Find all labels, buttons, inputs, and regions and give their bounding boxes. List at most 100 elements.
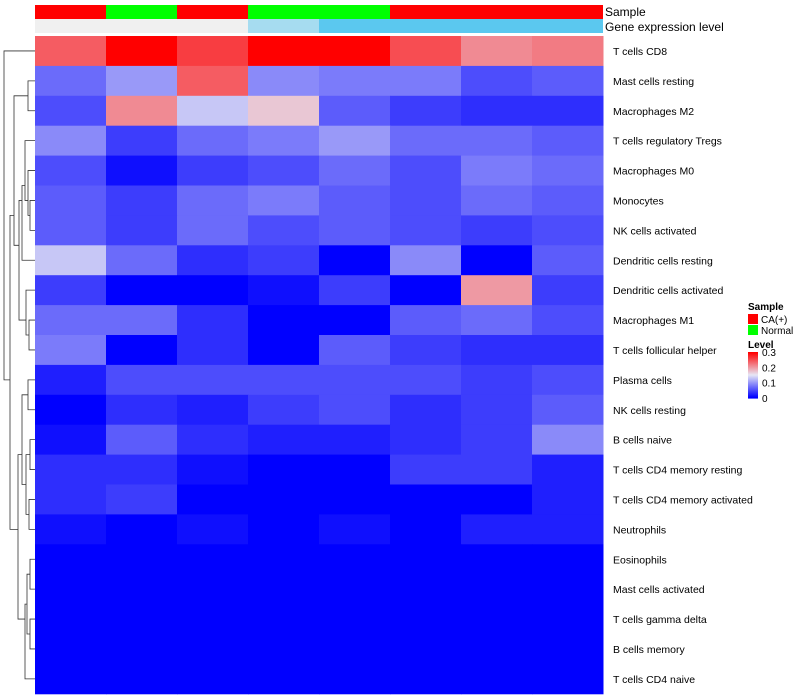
level-colorbar-segment: [748, 377, 758, 379]
heatmap-cell: [319, 65, 391, 97]
heatmap-cell: [390, 663, 462, 695]
level-colorbar-segment: [748, 397, 758, 399]
heatmap-cell: [532, 335, 604, 366]
level-colorbar-segment: [748, 357, 758, 359]
heatmap-cell: [35, 36, 107, 67]
heatmap-cell: [461, 364, 533, 396]
heatmap-cell: [532, 364, 604, 396]
gene-expression-annotation-cell: [35, 19, 106, 33]
level-colorbar-segment: [748, 375, 758, 377]
column-annotation-bars: [35, 5, 603, 33]
heatmap-cell: [35, 155, 107, 186]
heatmap-cell: [390, 215, 462, 246]
heatmap-cell: [35, 215, 107, 246]
heatmap-cell: [248, 245, 320, 276]
heatmap-cell: [390, 305, 462, 336]
heatmap-cell: [248, 574, 320, 605]
heatmap-cell: [390, 544, 462, 575]
heatmap-cell: [532, 634, 604, 665]
dendrogram-branch: [13, 95, 28, 246]
level-colorbar-segment: [748, 391, 758, 393]
heatmap-cell: [461, 305, 533, 336]
heatmap-cell: [461, 424, 533, 456]
level-colorbar-segment: [748, 386, 758, 388]
level-tick-label: 0.2: [762, 363, 776, 374]
heatmap-cell: [461, 394, 533, 426]
level-colorbar-segment: [748, 358, 758, 360]
heatmap-cell: [106, 275, 178, 306]
level-colorbar-segment: [748, 385, 758, 387]
level-colorbar-segment: [748, 362, 758, 364]
heatmap-cell: [248, 364, 320, 396]
heatmap-cell: [248, 604, 320, 635]
row-label: Neutrophils: [613, 524, 666, 536]
heatmap-cell: [461, 663, 533, 695]
heatmap-cell: [532, 245, 604, 276]
heatmap-cell: [35, 424, 107, 456]
row-label: NK cells resting: [613, 405, 686, 417]
gene-expression-annotation-cell: [177, 19, 248, 33]
heatmap-cell: [461, 185, 533, 216]
sample-legend-label: CA(+): [761, 315, 787, 326]
heatmap-cell: [319, 634, 391, 665]
heatmap-cell: [390, 634, 462, 665]
level-colorbar-segment: [748, 373, 758, 375]
heatmap-cell: [461, 215, 533, 246]
heatmap-cell: [106, 125, 178, 157]
heatmap-cell: [35, 544, 107, 575]
heatmap-cell: [177, 65, 249, 97]
heatmap-cell: [177, 335, 249, 366]
level-colorbar-segment: [748, 364, 758, 366]
heatmap-cell: [177, 245, 249, 276]
heatmap-cell: [390, 574, 462, 605]
heatmap-cell: [532, 125, 604, 157]
sample-annotation-cell: [177, 5, 248, 19]
sample-annotation-cell: [461, 5, 532, 19]
heatmap-cell: [319, 514, 391, 545]
heatmap-cell: [35, 335, 107, 366]
level-colorbar-segment: [748, 352, 758, 354]
heatmap-cell: [461, 155, 533, 186]
heatmap-cell: [319, 36, 391, 67]
row-label: T cells CD4 memory resting: [613, 465, 742, 477]
heatmap-cell: [390, 36, 462, 67]
row-label: Dendritic cells activated: [613, 285, 723, 297]
heatmap-cell: [106, 36, 178, 67]
sample-annotation-cell: [106, 5, 177, 19]
heatmap-cell: [532, 65, 604, 97]
heatmap-cell: [461, 574, 533, 605]
dendrogram-branch: [29, 200, 35, 231]
row-label: Monocytes: [613, 195, 664, 207]
heatmap-cell: [177, 125, 249, 157]
row-labels: T cells CD8 Mast cells resting Macrophages…: [613, 46, 753, 686]
heatmap-cell: [532, 424, 604, 456]
row-label: T cells CD8: [613, 46, 667, 58]
heatmap-cell: [177, 394, 249, 426]
heatmap-cell: [390, 514, 462, 545]
level-colorbar-segment: [748, 389, 758, 391]
heatmap-cell: [177, 663, 249, 695]
heatmap-cell: [248, 185, 320, 216]
level-colorbar-segment: [748, 394, 758, 396]
heatmap-cell: [177, 155, 249, 186]
heatmap-cell: [177, 454, 249, 485]
heatmap-cell: [106, 65, 178, 97]
heatmap-cell: [319, 454, 391, 485]
heatmap-cell: [390, 245, 462, 276]
level-colorbar-segment: [748, 379, 758, 381]
row-label: T cells gamma delta: [613, 614, 707, 626]
level-colorbar-segment: [748, 353, 758, 355]
heatmap-cell: [390, 155, 462, 186]
heatmap-cell: [106, 454, 178, 485]
level-colorbar-segment: [748, 392, 758, 394]
heatmap-cell: [532, 275, 604, 306]
heatmap-cell: [461, 36, 533, 67]
sample-legend-swatch: [748, 325, 758, 335]
heatmap-cell: [532, 604, 604, 635]
heatmap-cell: [319, 394, 391, 426]
heatmap-cell: [177, 95, 249, 127]
row-label: Eosinophils: [613, 554, 667, 566]
level-colorbar-segment: [748, 384, 758, 386]
